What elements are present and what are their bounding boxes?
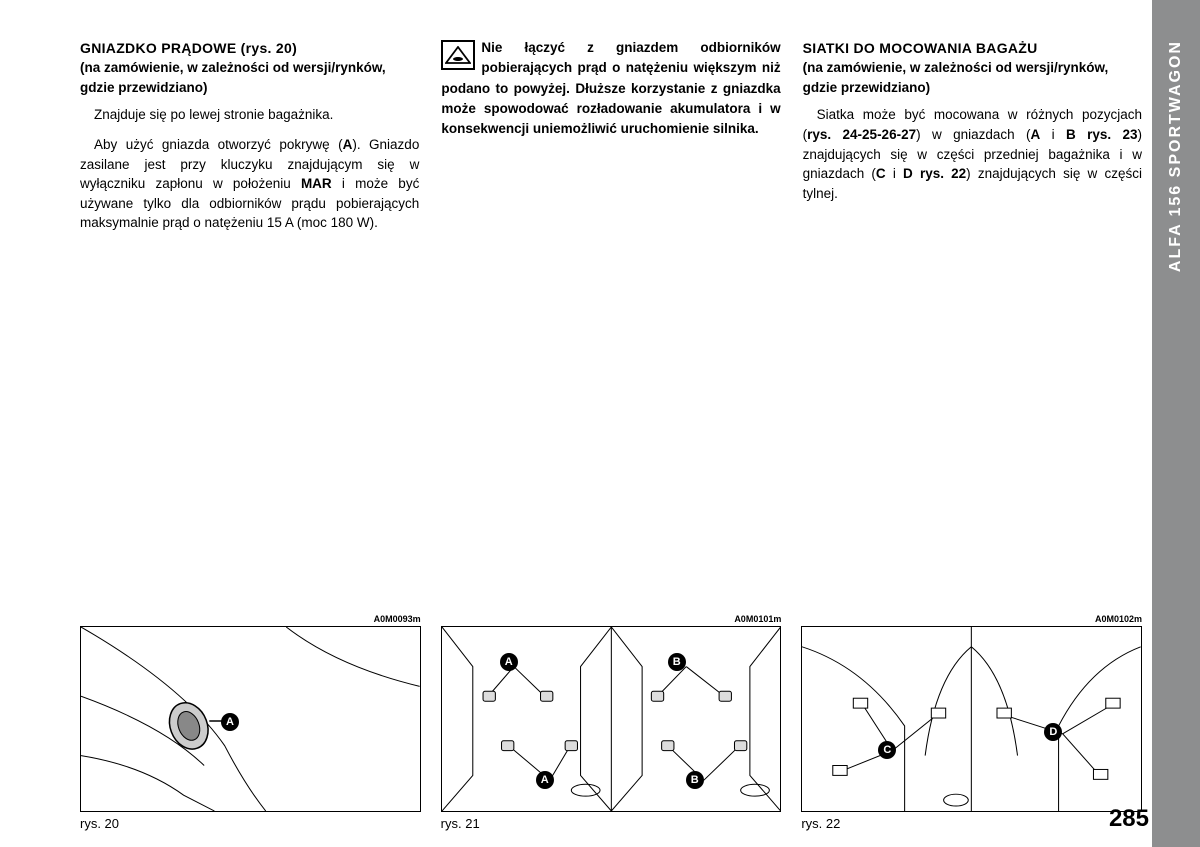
column-3: SIATKI DO MOCOWANIA BAGAŻU (na zamówieni… [803, 38, 1142, 243]
figures-row: A0M0093m A rys. 20 A0 [80, 614, 1142, 831]
col1-subtitle: (na zamówienie, w zależności od wersji/r… [80, 58, 419, 97]
figure-caption: rys. 22 [801, 816, 1142, 831]
side-tab-text: ALFA 156 SPORTWAGON [1167, 40, 1185, 272]
label-b: B [686, 771, 704, 789]
side-tab: ALFA 156 SPORTWAGON [1152, 0, 1200, 847]
label-a: A [536, 771, 554, 789]
col3-heading: SIATKI DO MOCOWANIA BAGAŻU [803, 38, 1142, 58]
figure-caption: rys. 21 [441, 816, 782, 831]
col1-p1: Znajduje się po lewej stronie bagażnika. [80, 105, 419, 125]
label-a: A [221, 713, 239, 731]
col1-heading: GNIAZDKO PRĄDOWE (rys. 20) [80, 38, 419, 58]
col3-subtitle: (na zamówienie, w zależności od wersji/r… [803, 58, 1142, 97]
col3-p1: Siatka może być mocowana w różnych pozyc… [803, 105, 1142, 203]
figure-code: A0M0101m [441, 614, 782, 624]
page-content: GNIAZDKO PRĄDOWE (rys. 20) (na zamówieni… [0, 0, 1152, 847]
figure-image: A [80, 626, 421, 812]
figure-caption: rys. 20 [80, 816, 421, 831]
column-1: GNIAZDKO PRĄDOWE (rys. 20) (na zamówieni… [80, 38, 419, 243]
figure-21: A0M0101m [441, 614, 782, 831]
warning-icon [441, 40, 475, 70]
warning-block: Nie łączyć z gniazdem odbiorników pobier… [441, 38, 780, 139]
figure-code: A0M0102m [801, 614, 1142, 624]
figure-image: C D [801, 626, 1142, 812]
label-a: A [500, 653, 518, 671]
col1-p2: Aby użyć gniazda otworzyć pokrywę (A). G… [80, 135, 419, 233]
page-number: 285 [1109, 805, 1149, 833]
text-columns: GNIAZDKO PRĄDOWE (rys. 20) (na zamówieni… [80, 38, 1142, 243]
figure-code: A0M0093m [80, 614, 421, 624]
figure-20: A0M0093m A rys. 20 [80, 614, 421, 831]
figure-image: A A B B [441, 626, 782, 812]
column-2: Nie łączyć z gniazdem odbiorników pobier… [441, 38, 780, 243]
figure-22: A0M0102m [801, 614, 1142, 831]
label-b: B [668, 653, 686, 671]
